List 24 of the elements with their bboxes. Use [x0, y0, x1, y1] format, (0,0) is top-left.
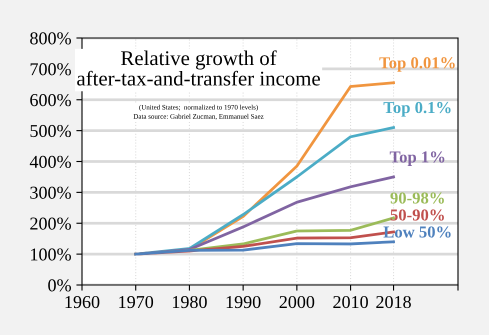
x-tick-label: 1980 — [172, 296, 207, 308]
y-tick-label: 200% — [30, 218, 71, 230]
x-tick-label: 2018 — [376, 296, 411, 308]
x-tick-label: 1970 — [119, 296, 154, 308]
y-tick-label: 400% — [30, 156, 71, 168]
y-tick-label: 500% — [30, 124, 71, 138]
x-tick-label: 2000 — [280, 296, 314, 308]
text: Relative growth of after-tax-and-transfer income — [77, 50, 320, 86]
series-label: 90-98% — [390, 192, 444, 204]
y-tick-label: 300% — [30, 186, 71, 199]
x-tick-label: 1960 — [66, 296, 100, 308]
line-series — [134, 240, 395, 256]
y-tick-label: 800% — [30, 32, 71, 44]
y-tick-label: 700% — [30, 63, 71, 76]
x-tick-label: 1990 — [226, 296, 261, 308]
y-tick-label: 600% — [30, 94, 71, 106]
series-label: Top 0.01% — [379, 57, 455, 72]
y-tick-label: 0% — [48, 279, 71, 292]
series-label: Top 0.1% — [384, 102, 451, 117]
y-tick-label: 100% — [31, 248, 71, 261]
series-label: Top 1% — [390, 151, 444, 166]
series-label: 50-90% — [390, 209, 444, 221]
x-tick-label: 2010 — [333, 296, 368, 308]
series-label: Low 50% — [384, 226, 451, 238]
